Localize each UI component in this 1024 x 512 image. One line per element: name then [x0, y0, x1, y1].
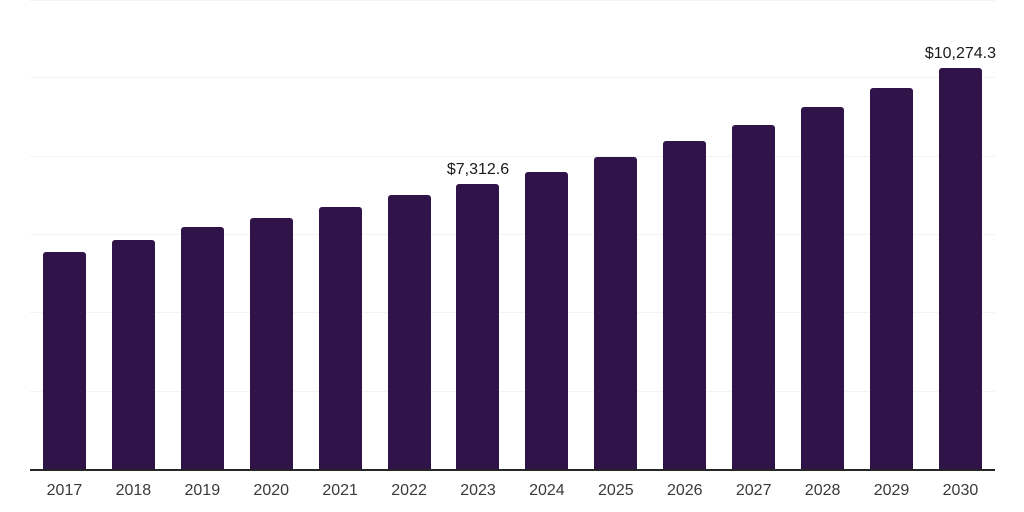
data-label-2030: $10,274.3 [924, 44, 997, 62]
bar-2023 [456, 183, 500, 470]
x-tick-label-2024: 2024 [529, 482, 565, 499]
x-axis-labels: 2017 2018 2019 2020 2021 2022 2023 2024 2025 2026… [30, 470, 995, 512]
gridline-8000 [30, 155, 995, 157]
bar-2019 [180, 226, 224, 470]
x-tick-label-2017: 2017 [46, 482, 83, 499]
gridline-12000 [30, 0, 995, 1]
bar-band-2026 [650, 0, 719, 470]
gridline-4000 [30, 312, 995, 314]
bar-2020 [249, 217, 293, 470]
bar-2027 [732, 124, 776, 470]
bar-band-2017 [30, 0, 99, 470]
x-tick-label-2023: 2023 [460, 482, 496, 499]
gridline-10000 [30, 77, 995, 79]
bar-2030 [938, 67, 982, 470]
bar-2028 [801, 107, 845, 470]
bar-band-2029 [857, 0, 926, 470]
x-tick-label-2026: 2026 [666, 482, 703, 499]
x-tick-label-2020: 2020 [253, 482, 290, 499]
x-tick-label-2019: 2019 [184, 482, 221, 499]
x-tick-label-2028: 2028 [804, 482, 841, 499]
x-axis-line [30, 469, 995, 471]
bar-band-2021 [306, 0, 375, 470]
bar-2018 [111, 240, 155, 470]
x-tick-label-2030: 2030 [942, 482, 979, 499]
x-tick-label-2027: 2027 [735, 482, 772, 499]
bar-2017 [42, 252, 86, 470]
bar-band-2023: $7,312.6 [444, 0, 513, 470]
x-tick-label-2029: 2029 [873, 482, 910, 499]
bar-2022 [387, 195, 431, 470]
bar-series: $7,312.6 $10,274.3 [30, 0, 997, 470]
x-tick-label-2025: 2025 [598, 482, 634, 499]
x-tick-label-2018: 2018 [115, 482, 152, 499]
bar-band-2024 [512, 0, 581, 470]
data-label-2023: $7,312.6 [446, 160, 510, 178]
x-tick-label-2021: 2021 [322, 482, 358, 499]
bar-band-2027 [719, 0, 788, 470]
bar-band-2019 [168, 0, 237, 470]
bar-band-2028 [788, 0, 857, 470]
bar-2025 [594, 157, 638, 470]
gridline-6000 [30, 234, 995, 235]
bar-2021 [318, 207, 362, 470]
bar-band-2018 [99, 0, 168, 470]
plot-area: $7,312.6 $10,274.3 [30, 0, 997, 471]
bar-band-2025 [581, 0, 650, 470]
bar-band-2022 [375, 0, 444, 470]
bar-2026 [663, 141, 707, 470]
bar-2024 [525, 171, 569, 470]
gridline-2000 [30, 390, 995, 392]
x-tick-label-2022: 2022 [391, 482, 427, 499]
bar-band-2030: $10,274.3 [924, 0, 997, 470]
bar-2029 [870, 88, 914, 470]
bar-band-2020 [237, 0, 306, 470]
